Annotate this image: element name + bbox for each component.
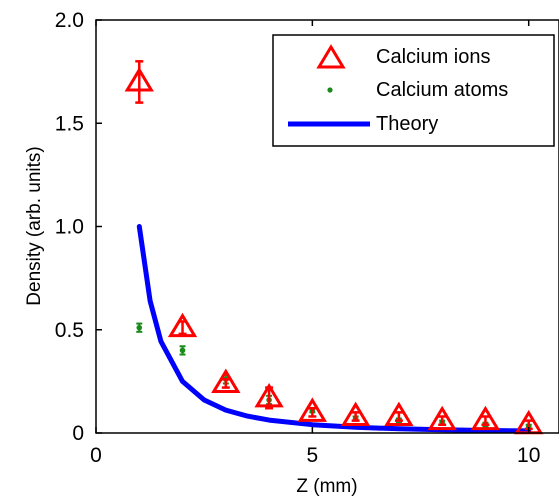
calcium-ions-point xyxy=(254,382,284,410)
calcium-atoms-point xyxy=(136,322,143,333)
x-tick-label: 10 xyxy=(517,444,540,467)
legend-label-calcium-atoms: Calcium atoms xyxy=(376,79,508,101)
theory-series xyxy=(136,224,532,434)
theory-line xyxy=(136,224,532,434)
calcium-ions-point xyxy=(124,60,154,104)
y-axis-title: Density (arb. units) xyxy=(24,146,45,305)
legend-label-calcium-ions: Calcium ions xyxy=(376,46,490,68)
y-axis-ticks: 0 0.5 1.0 1.5 2.0 xyxy=(55,9,102,445)
calcium-ions-point xyxy=(297,397,328,422)
y-tick-label: 2.0 xyxy=(55,9,84,32)
legend-box xyxy=(272,34,555,147)
y-tick-label: 1.5 xyxy=(55,112,84,135)
y-tick-label: 0 xyxy=(72,422,84,445)
legend: Calcium ions Calcium atoms Theory xyxy=(272,34,555,147)
legend-label-theory: Theory xyxy=(376,113,438,135)
calcium-ions-point xyxy=(167,312,198,338)
x-tick-label: 5 xyxy=(307,444,319,467)
calcium-ions-point xyxy=(340,401,371,426)
calcium-ions-point xyxy=(211,368,241,393)
x-tick-label: 0 xyxy=(90,444,102,467)
y-tick-label: 0.5 xyxy=(55,319,84,342)
calcium-atoms-point xyxy=(179,345,186,356)
x-axis-title: Z (mm) xyxy=(296,476,357,497)
calcium-ions-point xyxy=(470,405,501,431)
y-tick-label: 1.0 xyxy=(55,216,84,239)
calcium-atoms-series xyxy=(136,322,532,430)
legend-marker-calcium-ions xyxy=(316,44,346,69)
calcium-ions-point xyxy=(427,405,457,431)
x-axis-ticks: 0 5 10 xyxy=(90,20,540,467)
legend-marker-calcium-atoms xyxy=(327,87,333,93)
calcium-ions-point xyxy=(384,401,414,426)
